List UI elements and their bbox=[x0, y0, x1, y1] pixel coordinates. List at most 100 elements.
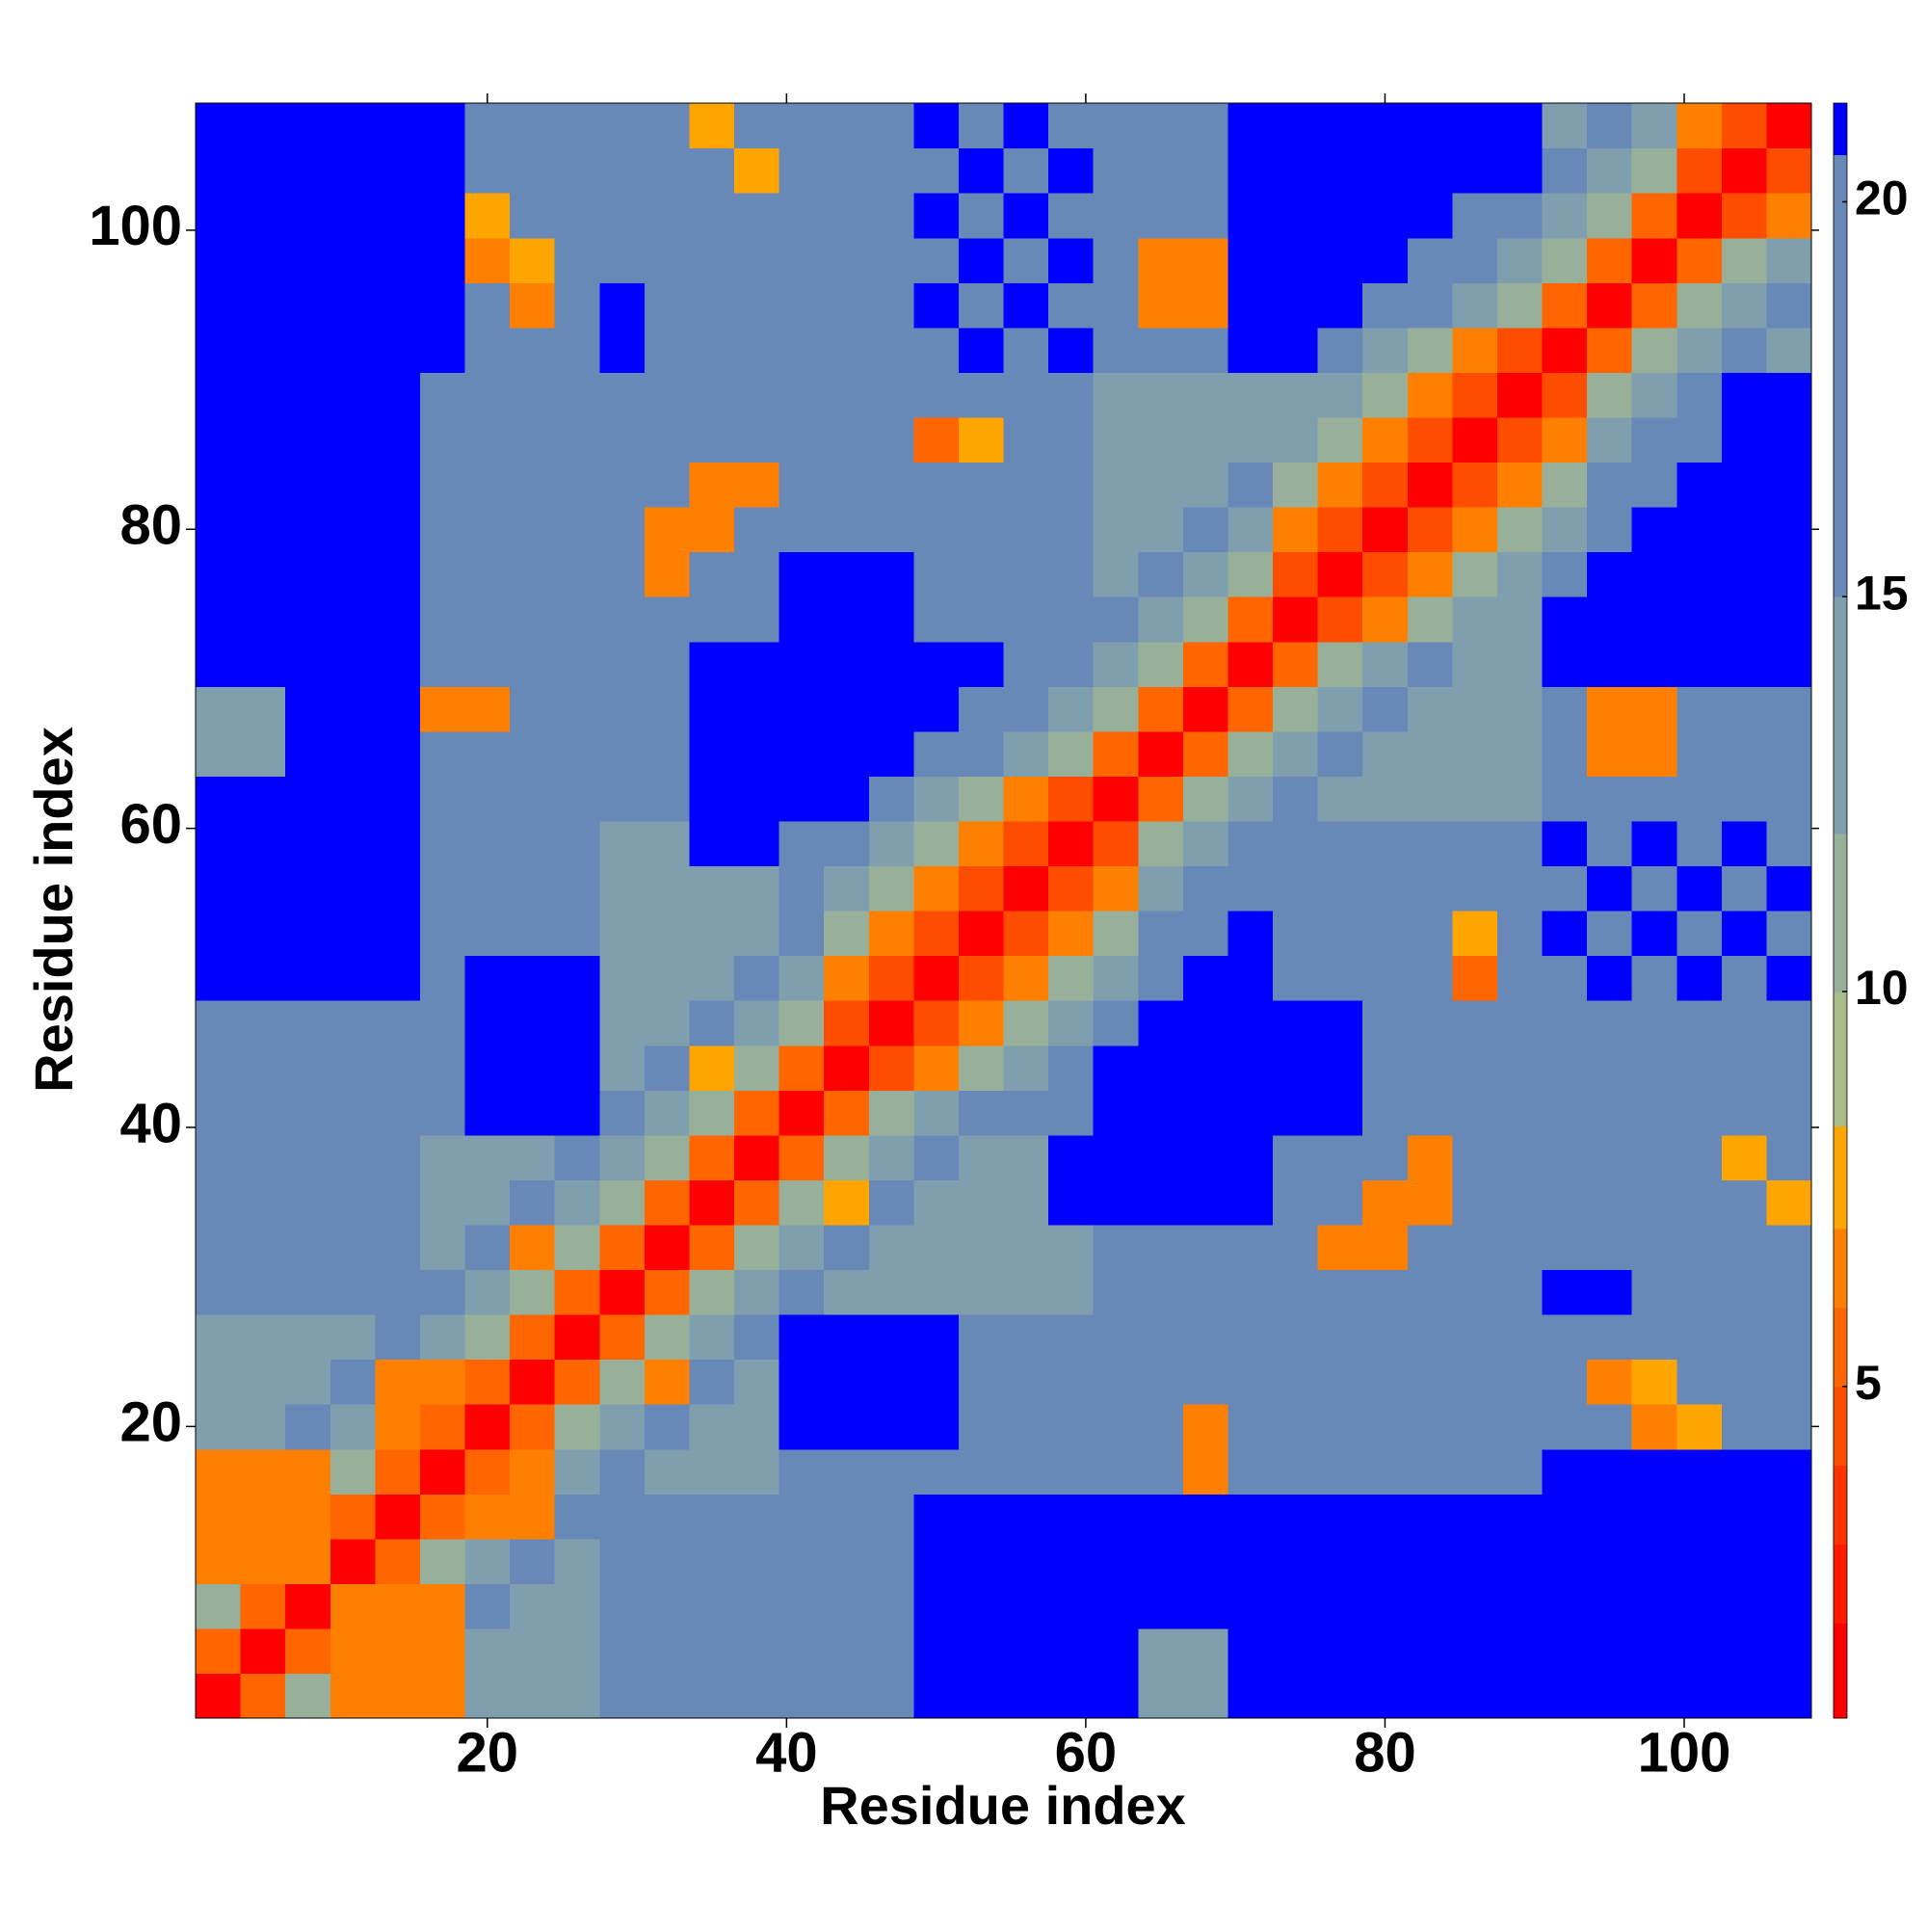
cell bbox=[1587, 416, 1633, 463]
cell bbox=[1587, 1314, 1633, 1361]
cell bbox=[1452, 416, 1498, 463]
cell bbox=[1227, 282, 1274, 329]
cell bbox=[824, 1000, 870, 1046]
cell bbox=[196, 1224, 242, 1271]
cell bbox=[1362, 1224, 1409, 1271]
cell bbox=[419, 1224, 466, 1271]
cell bbox=[1093, 193, 1139, 239]
cell bbox=[1273, 103, 1319, 149]
cell bbox=[1452, 1269, 1498, 1315]
cell bbox=[1676, 462, 1723, 508]
cell bbox=[1317, 1628, 1363, 1675]
cell bbox=[1766, 641, 1812, 687]
cell bbox=[510, 1628, 556, 1675]
cell bbox=[779, 103, 825, 149]
cell bbox=[1542, 551, 1588, 597]
cell bbox=[196, 730, 242, 777]
cell bbox=[1138, 1583, 1184, 1629]
cell bbox=[644, 193, 691, 239]
cell bbox=[1407, 507, 1453, 553]
cell bbox=[285, 462, 331, 508]
cell bbox=[285, 1179, 331, 1226]
cell bbox=[1407, 1404, 1453, 1450]
cell bbox=[375, 1134, 421, 1180]
cell bbox=[464, 641, 511, 687]
cell bbox=[1496, 1494, 1544, 1540]
cell bbox=[1587, 865, 1633, 912]
cell bbox=[1138, 416, 1184, 463]
cell bbox=[1273, 327, 1319, 373]
cell bbox=[599, 1000, 646, 1046]
cell bbox=[1587, 686, 1633, 732]
cell bbox=[689, 1494, 735, 1540]
cell bbox=[330, 147, 376, 194]
cell bbox=[599, 462, 646, 508]
cell bbox=[868, 147, 914, 194]
cell bbox=[1048, 1359, 1095, 1405]
cell bbox=[1452, 1134, 1498, 1180]
cell bbox=[644, 1314, 691, 1361]
cell bbox=[599, 372, 646, 418]
cell bbox=[1542, 596, 1588, 643]
cell bbox=[330, 1404, 376, 1450]
cell bbox=[644, 416, 691, 463]
cell bbox=[375, 1583, 421, 1629]
cell bbox=[689, 1404, 735, 1450]
cell bbox=[1587, 955, 1633, 1001]
cell bbox=[913, 1045, 960, 1091]
cell bbox=[913, 820, 960, 867]
cell bbox=[1182, 327, 1229, 373]
cell bbox=[1676, 193, 1723, 239]
cell bbox=[913, 641, 960, 687]
y-tick-label: 60 bbox=[119, 793, 182, 856]
cell bbox=[1227, 1404, 1274, 1450]
cell bbox=[913, 911, 960, 957]
cell bbox=[734, 730, 780, 777]
cell bbox=[868, 776, 914, 822]
cell bbox=[1721, 865, 1768, 912]
cell bbox=[1766, 1359, 1812, 1405]
cell bbox=[1273, 1673, 1319, 1719]
cell bbox=[1093, 955, 1139, 1001]
cell bbox=[1721, 1494, 1768, 1540]
cell bbox=[1273, 820, 1319, 867]
cell bbox=[196, 507, 242, 553]
cell bbox=[868, 507, 914, 553]
cell bbox=[1093, 1359, 1139, 1405]
cell bbox=[1138, 193, 1184, 239]
cell bbox=[1227, 596, 1274, 643]
cell bbox=[240, 730, 286, 777]
cell bbox=[868, 1314, 914, 1361]
cell bbox=[1362, 1269, 1409, 1315]
cell bbox=[734, 1673, 780, 1719]
cell bbox=[1093, 147, 1139, 194]
cell bbox=[734, 1494, 780, 1540]
cell bbox=[1676, 1494, 1723, 1540]
cell bbox=[196, 911, 242, 957]
cell bbox=[510, 730, 556, 777]
x-tick-label: 60 bbox=[1055, 1721, 1118, 1784]
cell bbox=[824, 1090, 870, 1136]
cell bbox=[824, 820, 870, 867]
cell bbox=[419, 103, 466, 149]
cell bbox=[464, 820, 511, 867]
cell bbox=[330, 1224, 376, 1271]
cell bbox=[1721, 955, 1768, 1001]
cell bbox=[330, 641, 376, 687]
cell bbox=[1273, 1448, 1319, 1495]
cell bbox=[1048, 462, 1095, 508]
cell bbox=[779, 1045, 825, 1091]
cell bbox=[1496, 1583, 1544, 1629]
cell bbox=[1003, 820, 1049, 867]
cell bbox=[1496, 551, 1544, 597]
x-tick-label: 100 bbox=[1638, 1721, 1731, 1784]
cell bbox=[240, 596, 286, 643]
cell bbox=[868, 193, 914, 239]
cell bbox=[1362, 776, 1409, 822]
cell bbox=[1452, 147, 1498, 194]
cell bbox=[1227, 955, 1274, 1001]
cell bbox=[285, 1538, 331, 1584]
cell bbox=[824, 1538, 870, 1584]
cell bbox=[734, 193, 780, 239]
cell bbox=[510, 103, 556, 149]
